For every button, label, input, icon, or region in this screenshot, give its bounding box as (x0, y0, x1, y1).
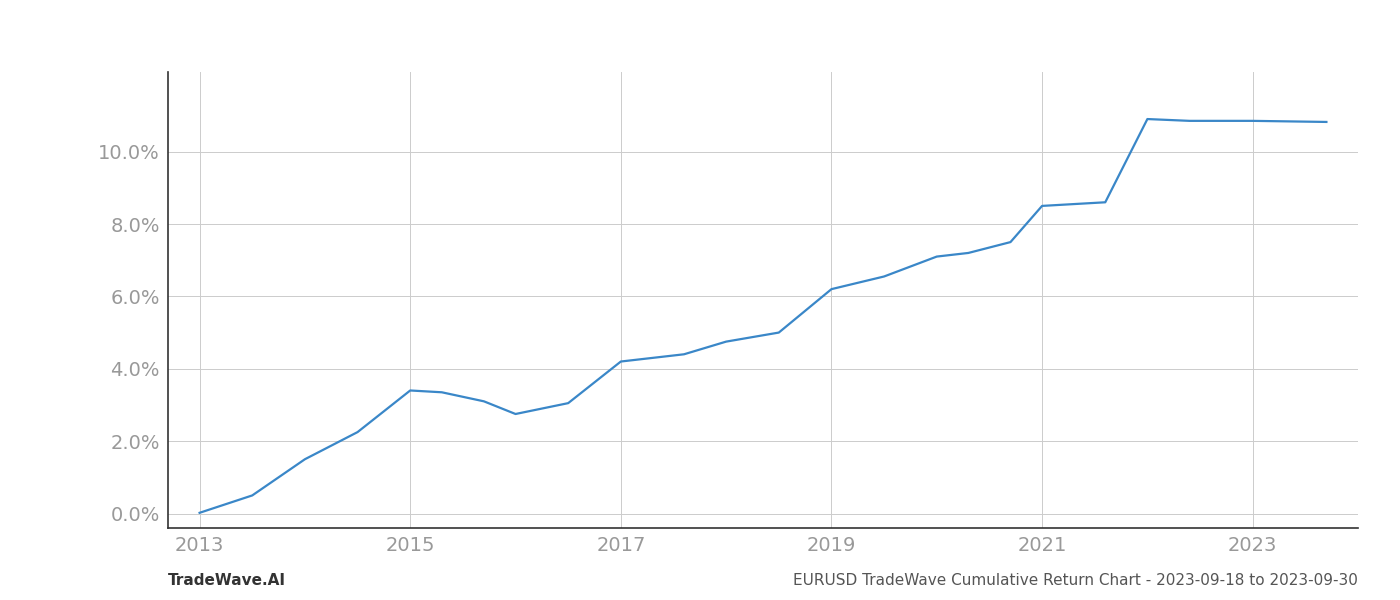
Text: TradeWave.AI: TradeWave.AI (168, 573, 286, 588)
Text: EURUSD TradeWave Cumulative Return Chart - 2023-09-18 to 2023-09-30: EURUSD TradeWave Cumulative Return Chart… (794, 573, 1358, 588)
